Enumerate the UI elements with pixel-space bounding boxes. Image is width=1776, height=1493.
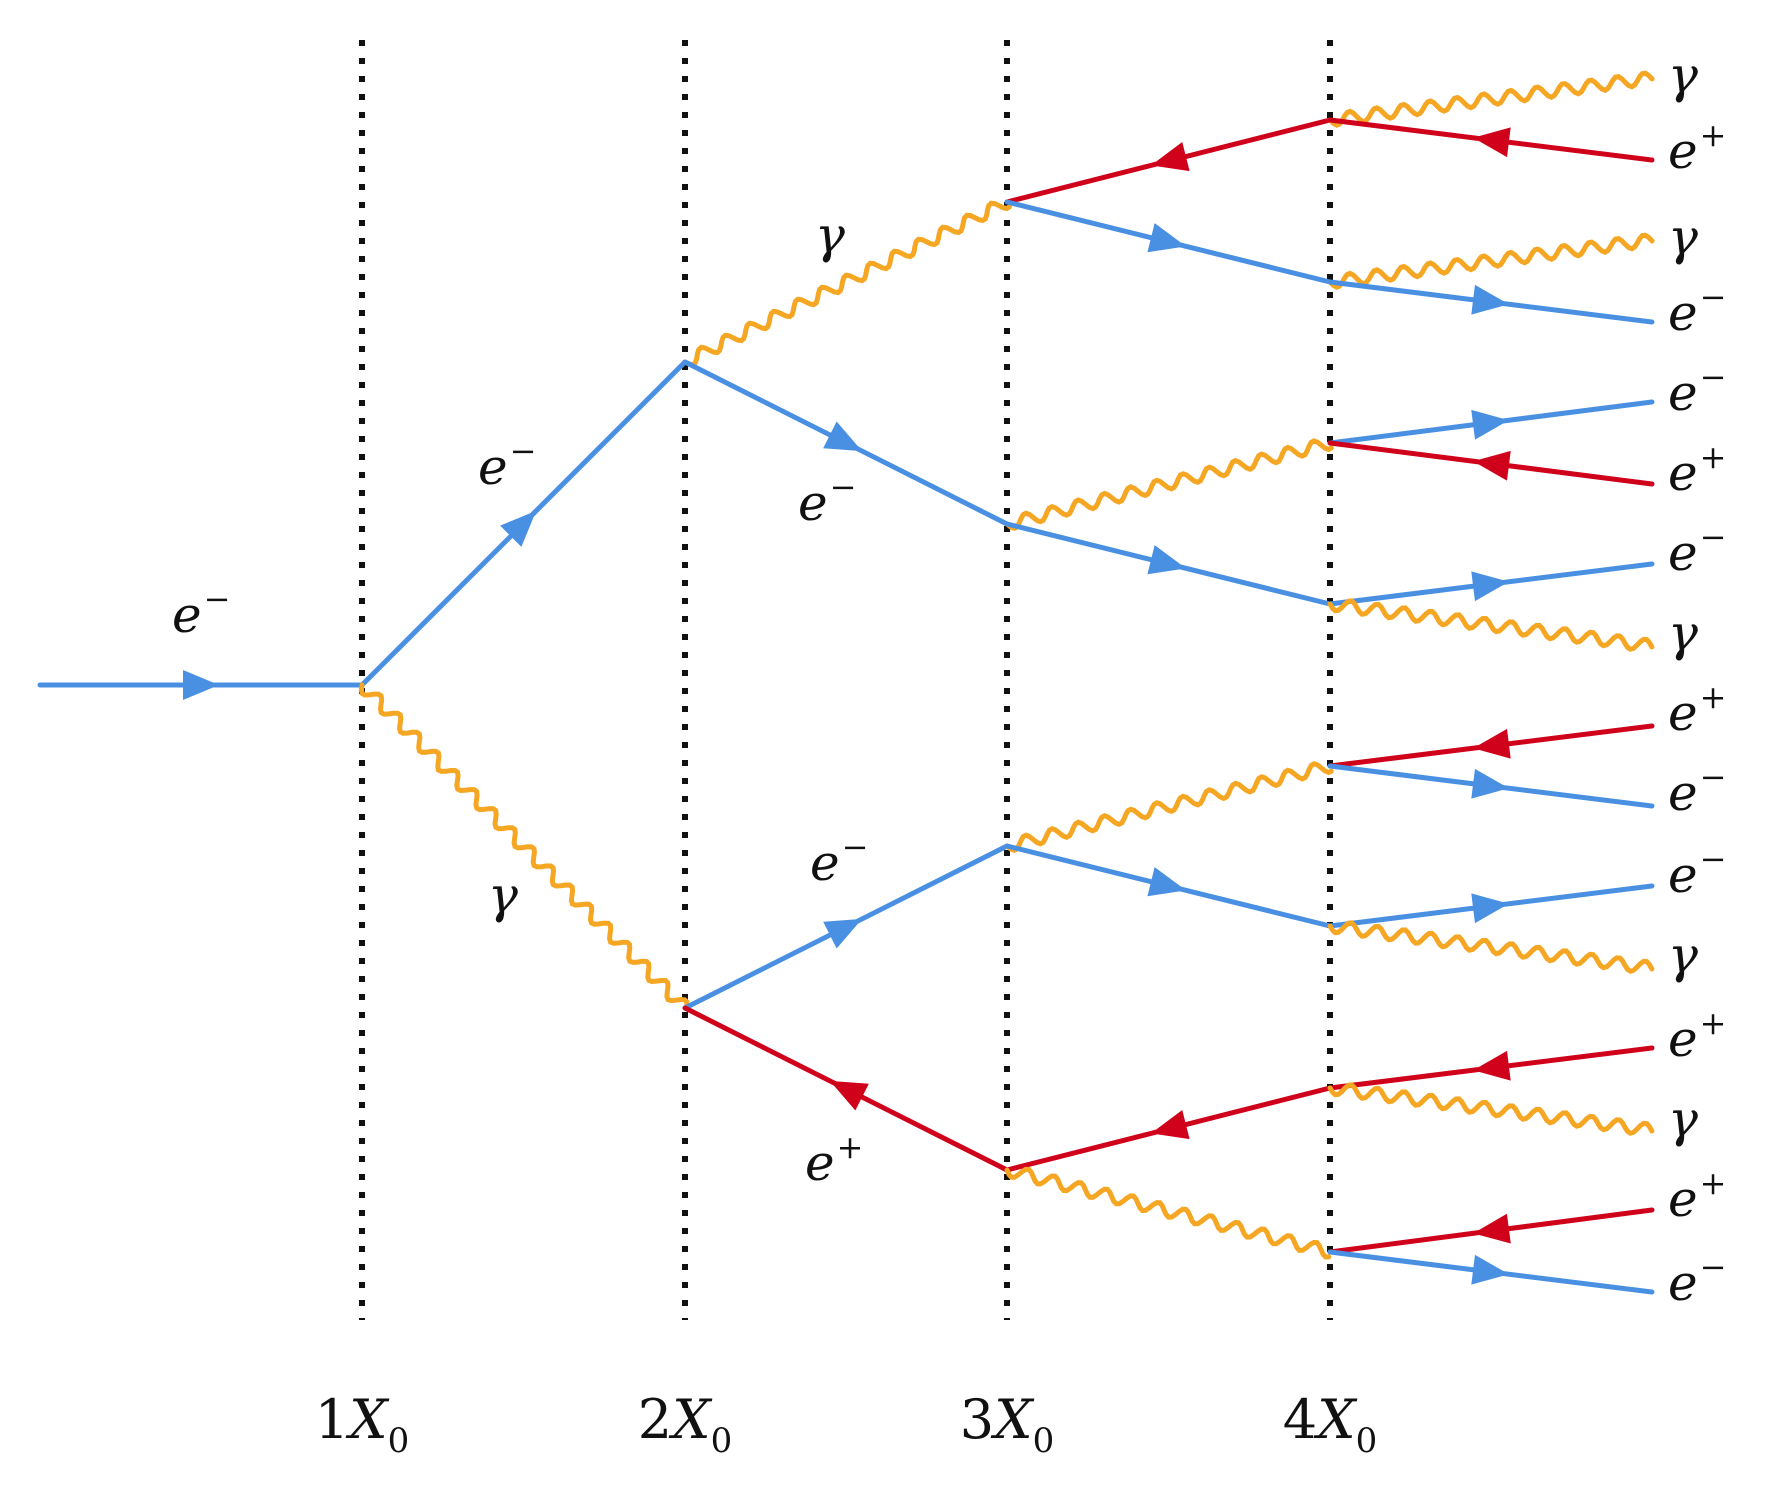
- s4-positron-2-arrow: [1473, 127, 1511, 158]
- s4-positron-15-arrow: [1473, 1213, 1511, 1244]
- label-final-11: e−: [1668, 840, 1726, 904]
- label-final-2: e+: [1668, 116, 1726, 180]
- s3-positron-d-arrow: [1151, 1110, 1190, 1140]
- label-final-6: e+: [1668, 438, 1726, 502]
- particle-labels: e− e− γ γ e− e− e+ γ e+ γ e− e− e+ e− γ e+ e− e− γ e+ γ e+ e−: [172, 46, 1726, 1312]
- label-final-5: e−: [1668, 358, 1726, 422]
- s2-electron-bottom-arrow: [823, 918, 863, 949]
- s4-photon-1-track: [1327, 70, 1655, 128]
- s3-photon-b-track: [1004, 438, 1334, 532]
- label-s2-positron-bottom: e+: [805, 1128, 863, 1192]
- axis-label-2: 2X0: [638, 1388, 732, 1461]
- label-s1-photon: γ: [488, 866, 518, 924]
- axis-labels: 1X0 2X0 3X0 4X0: [315, 1388, 1377, 1461]
- s3-electron-a-arrow: [1147, 223, 1186, 253]
- label-final-14: γ: [1668, 1090, 1698, 1148]
- s2-electron-top-arrow: [823, 421, 863, 452]
- label-final-9: e+: [1668, 678, 1726, 742]
- label-final-10: e−: [1668, 758, 1726, 822]
- s2-photon-top-track: [682, 200, 1012, 368]
- s3-positron-a-arrow: [1151, 142, 1190, 172]
- label-s1-electron: e−: [478, 432, 536, 496]
- s4-electron-11-arrow: [1471, 893, 1509, 924]
- s3-photon-c-track: [1004, 761, 1334, 854]
- label-final-1: γ: [1668, 46, 1698, 104]
- axis-label-3: 3X0: [960, 1388, 1054, 1461]
- label-s2-electron-bottom: e−: [810, 828, 868, 892]
- s1-electron-arrow: [500, 510, 537, 547]
- label-s2-photon-top: γ: [815, 206, 845, 264]
- s4-electron-10-arrow: [1471, 768, 1509, 799]
- s4-electron-7-arrow: [1471, 571, 1509, 602]
- label-final-15: e+: [1668, 1164, 1726, 1228]
- s4-electron-4-arrow: [1471, 284, 1509, 315]
- label-final-4: e−: [1668, 278, 1726, 342]
- s4-photon-14-track: [1327, 1082, 1655, 1136]
- track-arrows: [183, 127, 1511, 1285]
- label-final-8: γ: [1668, 604, 1698, 662]
- label-final-7: e−: [1668, 518, 1726, 582]
- s4-positron-6-arrow: [1473, 450, 1511, 481]
- axis-label-1: 1X0: [315, 1388, 409, 1461]
- s3-photon-d-track: [1004, 1166, 1332, 1260]
- s4-positron-9-arrow: [1473, 728, 1511, 759]
- s3-electron-b-arrow: [1147, 545, 1186, 575]
- radiation-length-guides: [359, 40, 1333, 1320]
- s3-electron-c-arrow: [1147, 867, 1186, 897]
- s4-positron-13-arrow: [1473, 1050, 1511, 1081]
- label-final-3: γ: [1668, 208, 1698, 266]
- s4-photon-8-track: [1327, 598, 1655, 652]
- particle-tracks: [37, 70, 1655, 1295]
- label-s2-electron-top: e−: [798, 468, 856, 532]
- s1-photon-track: [358, 682, 690, 1009]
- label-final-12: γ: [1668, 926, 1698, 984]
- s4-electron-16-arrow: [1471, 1254, 1509, 1285]
- incoming-electron-arrow: [183, 670, 219, 700]
- label-final-16: e−: [1668, 1248, 1726, 1312]
- axis-label-4: 4X0: [1283, 1388, 1377, 1461]
- label-final-13: e+: [1668, 1004, 1726, 1068]
- s4-photon-3-track: [1327, 232, 1655, 290]
- label-incoming-electron: e−: [172, 580, 230, 644]
- s2-positron-bottom-arrow: [829, 1080, 869, 1111]
- s4-photon-12-track: [1327, 920, 1655, 974]
- s4-electron-5-arrow: [1471, 409, 1509, 440]
